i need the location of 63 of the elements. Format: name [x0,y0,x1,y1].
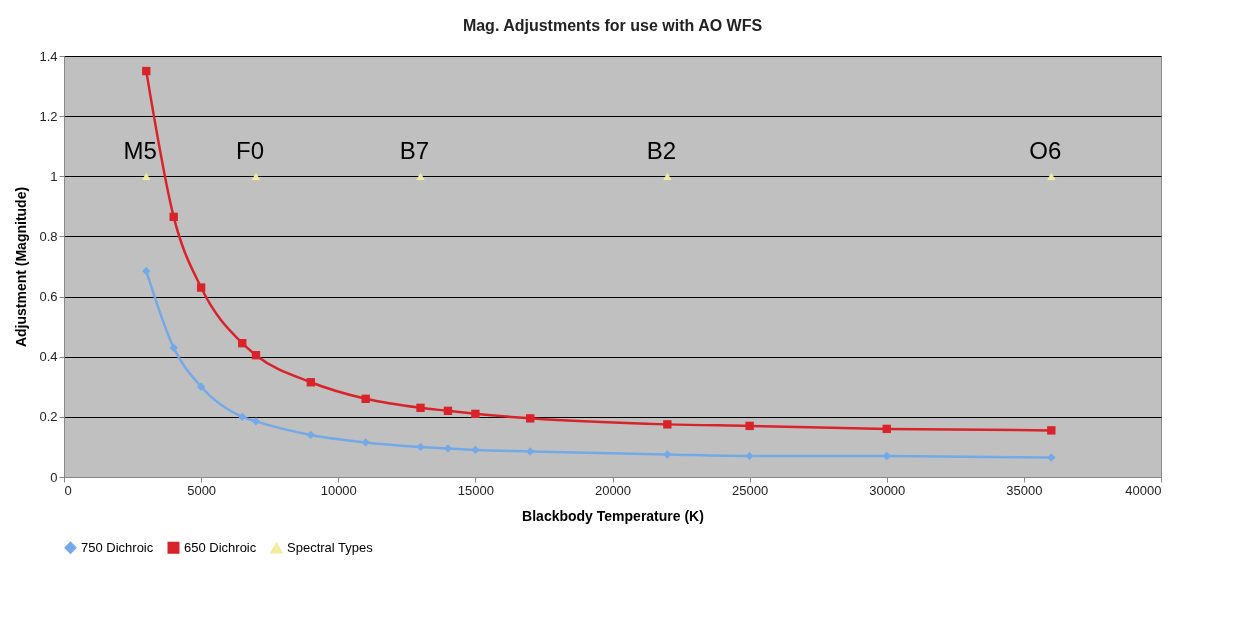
point [142,66,151,76]
y-tick-label: 0.2 [39,409,58,425]
y-axis-title: Adjustment (Magnitude) [13,186,30,348]
x-tick-label: 10000 [320,482,357,498]
point [663,172,672,180]
y-tick-label: 0 [50,469,58,485]
y-tick-label: 1.4 [39,48,58,64]
annotation: B7 [399,137,430,165]
point [745,451,754,461]
x-tick-label: 40000 [1125,482,1162,498]
annotation: B2 [646,137,677,165]
x-tick-label: 0 [64,482,72,498]
point [1047,426,1056,435]
annotation: F0 [235,137,264,165]
point [251,172,261,180]
x-tick-label: 5000 [187,482,217,498]
point [169,343,178,352]
point [471,409,480,419]
y-tick-label: 1.2 [39,108,58,124]
point [526,447,535,456]
point [361,438,370,447]
x-axis-title: Blackbody Temperature (K) [522,507,704,524]
point [443,406,453,416]
point [416,172,425,180]
point [471,445,480,455]
x-tick-label: 35000 [1006,482,1043,498]
point [196,283,206,292]
point [663,420,672,429]
chart-title: Mag. Adjustments for use with AO WFS [462,17,763,34]
point [416,442,425,452]
y-tick-label: 1 [50,168,58,184]
point [745,421,754,431]
point [526,414,535,423]
legend-label: 650 Dichroic [184,539,257,555]
point [142,266,151,276]
point [169,212,178,222]
x-tick-label: 15000 [457,482,494,498]
x-tick-label: 20000 [594,482,632,498]
point [663,450,672,459]
point [238,412,247,422]
point [306,378,316,387]
x-tick-label: 30000 [869,482,906,498]
point [1047,453,1056,462]
point [443,444,453,453]
y-tick-label: 0.6 [39,289,58,305]
annotation: M5 [123,137,157,165]
legend-label: 750 Dichroic [81,539,154,555]
legend-label: Spectral Types [287,540,374,556]
annotation: O6 [1029,137,1062,165]
y-tick-label: 0.8 [39,228,58,244]
point [306,430,316,440]
point [251,351,261,360]
point [361,394,370,403]
point [238,339,247,348]
point [196,382,206,391]
x-tick-label: 25000 [732,482,769,498]
point [1047,172,1056,180]
point [882,451,891,461]
point [416,403,425,413]
point [251,417,261,426]
point [882,424,891,434]
y-tick-label: 0.4 [39,349,58,365]
point [142,172,151,180]
